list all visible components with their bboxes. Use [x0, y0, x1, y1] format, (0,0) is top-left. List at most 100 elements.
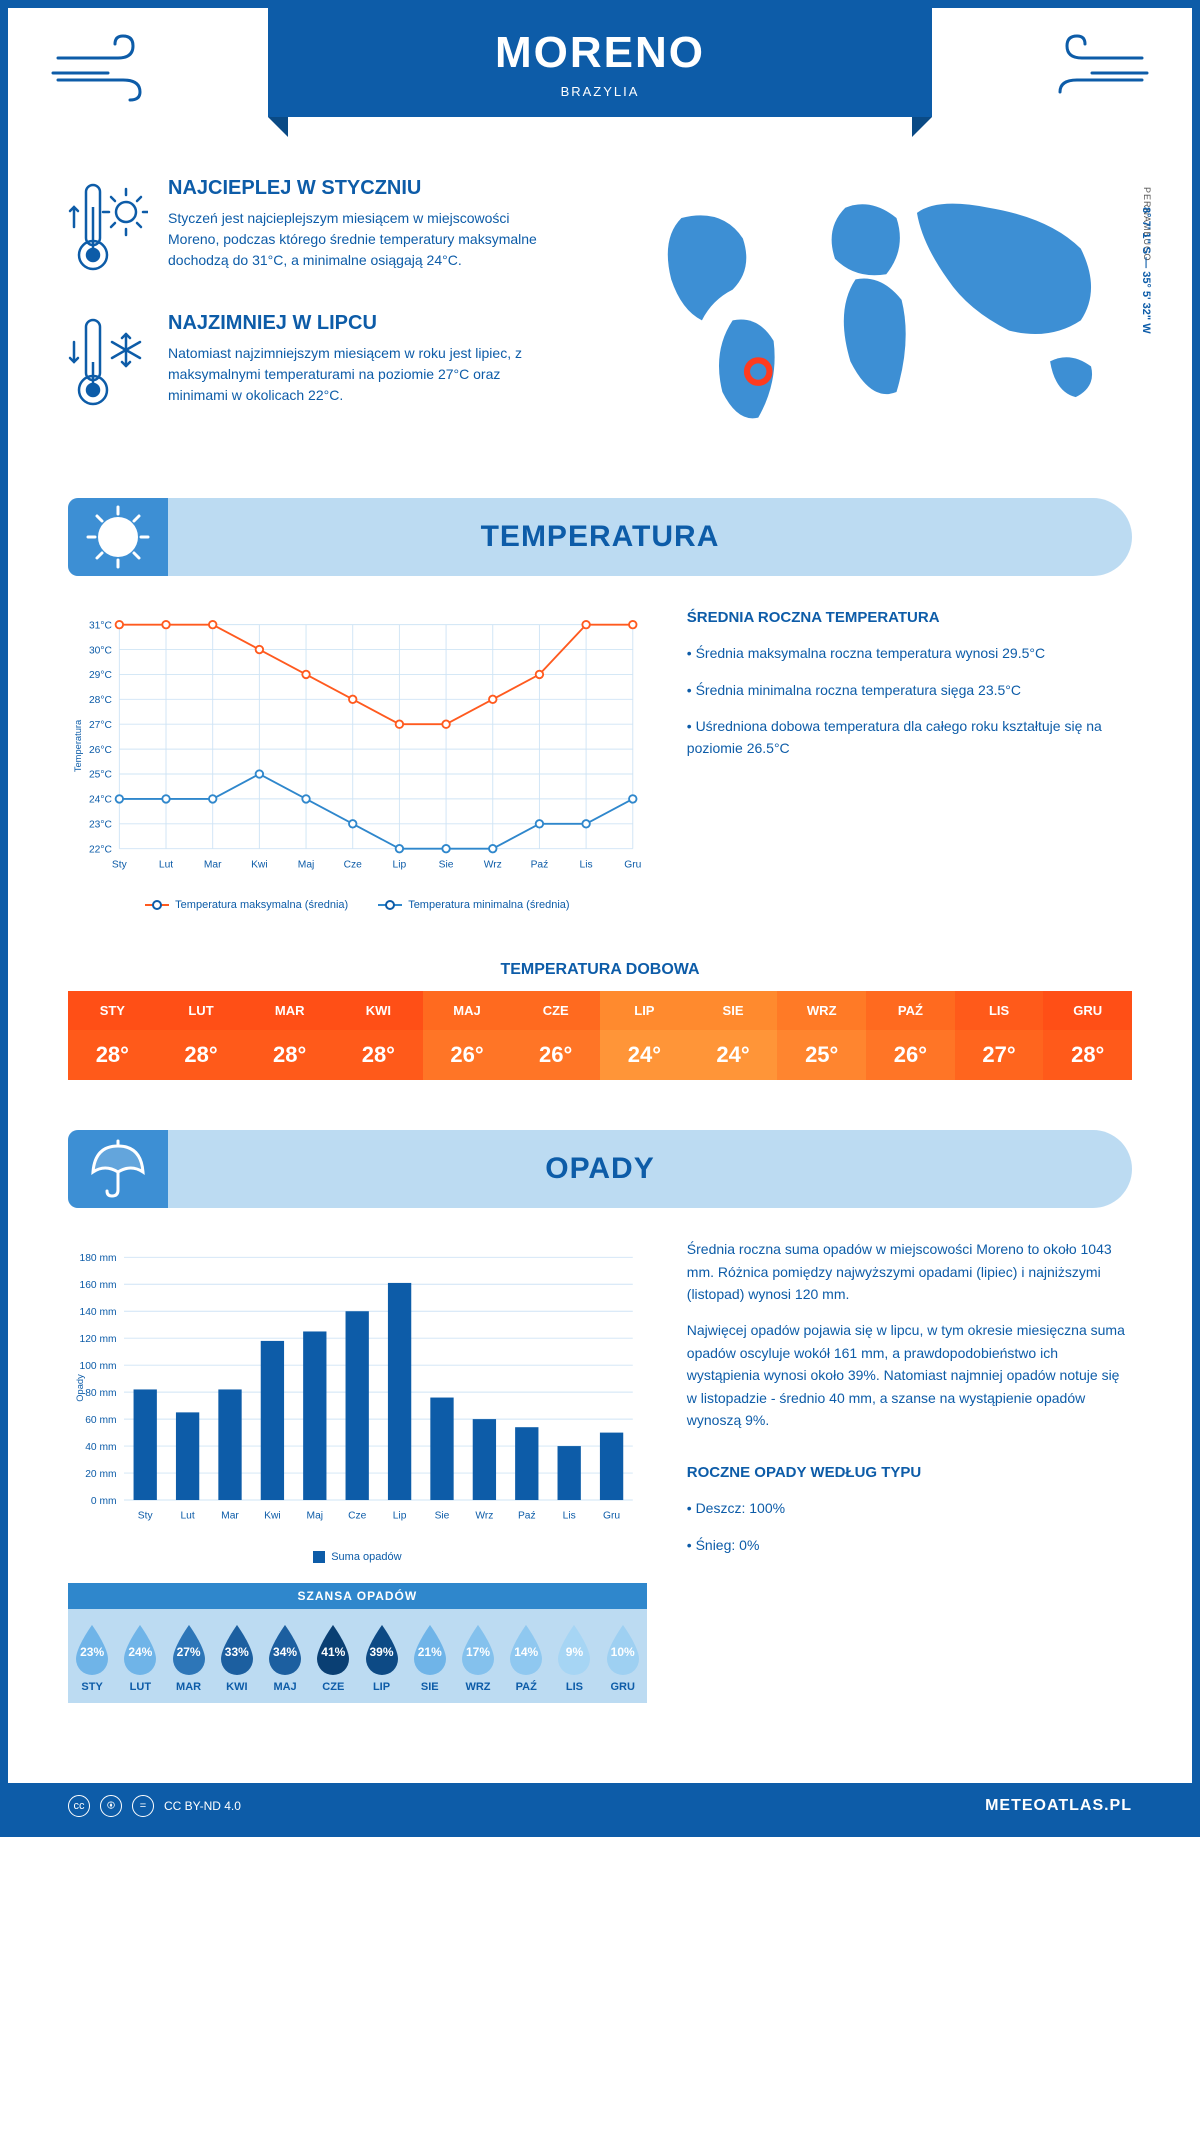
country-name: BRAZYLIA: [268, 84, 932, 99]
precipitation-chart: 0 mm20 mm40 mm60 mm80 mm100 mm120 mm140 …: [68, 1238, 647, 1723]
daily-month: GRU: [1043, 991, 1132, 1030]
precipitation-legend: Suma opadów: [68, 1551, 647, 1563]
rain-chance-cell: 33% KWI: [213, 1623, 261, 1693]
precip-legend: Suma opadów: [331, 1551, 401, 1563]
daily-month: LUT: [157, 991, 246, 1030]
daily-value: 26°: [866, 1030, 955, 1080]
svg-text:25°C: 25°C: [89, 770, 113, 781]
svg-text:Lut: Lut: [180, 1511, 194, 1522]
svg-text:Maj: Maj: [307, 1511, 324, 1522]
daily-month: CZE: [511, 991, 600, 1030]
stat-1: • Średnia minimalna roczna temperatura s…: [687, 679, 1132, 701]
wind-icon-right: [1032, 28, 1152, 113]
daily-value: 25°: [777, 1030, 866, 1080]
svg-text:28°C: 28°C: [89, 695, 113, 706]
nd-icon: =: [132, 1795, 154, 1817]
rain-chance-cell: 27% MAR: [164, 1623, 212, 1693]
daily-value: 24°: [689, 1030, 778, 1080]
svg-text:Mar: Mar: [204, 860, 222, 871]
rain-chance-cell: 14% PAŹ: [502, 1623, 550, 1693]
precip-type-0: • Deszcz: 100%: [687, 1497, 1132, 1519]
daily-month: PAŹ: [866, 991, 955, 1030]
umbrella-icon: [68, 1130, 168, 1208]
svg-text:180 mm: 180 mm: [80, 1253, 117, 1264]
svg-text:Lis: Lis: [563, 1511, 576, 1522]
daily-month: MAR: [245, 991, 334, 1030]
daily-value: 26°: [423, 1030, 512, 1080]
svg-text:23°C: 23°C: [89, 820, 113, 831]
coldest-text: Natomiast najzimniejszym miesiącem w rok…: [168, 343, 548, 406]
precipitation-stats: Średnia roczna suma opadów w miejscowośc…: [687, 1238, 1132, 1723]
svg-text:Wrz: Wrz: [475, 1511, 493, 1522]
svg-text:60 mm: 60 mm: [85, 1415, 116, 1426]
stat-0: • Średnia maksymalna roczna temperatura …: [687, 642, 1132, 664]
temperature-chart-row: 22°C 23°C 24°C 25°C 26°C 27°C 28°C 29°C 30°C 31°C…: [8, 576, 1192, 941]
daily-value: 28°: [334, 1030, 423, 1080]
svg-text:40 mm: 40 mm: [85, 1442, 116, 1453]
site-name: METEOATLAS.PL: [985, 1797, 1132, 1815]
svg-text:160 mm: 160 mm: [80, 1280, 117, 1291]
rain-chance-cell: 23% STY: [68, 1623, 116, 1693]
svg-text:Paź: Paź: [518, 1511, 536, 1522]
daily-value: 27°: [955, 1030, 1044, 1080]
stat-2: • Uśredniona dobowa temperatura dla całe…: [687, 715, 1132, 760]
license-text: CC BY-ND 4.0: [164, 1799, 241, 1813]
daily-month: MAJ: [423, 991, 512, 1030]
sun-icon: [68, 498, 168, 576]
temperature-title: TEMPERATURA: [68, 520, 1132, 554]
svg-text:Lis: Lis: [580, 860, 593, 871]
svg-text:120 mm: 120 mm: [80, 1334, 117, 1345]
daily-month: SIE: [689, 991, 778, 1030]
rain-chance-panel: SZANSA OPADÓW 23% STY 24% LUT 27% MAR 33…: [68, 1583, 647, 1703]
legend-min: Temperatura minimalna (średnia): [408, 899, 569, 911]
daily-month: LIS: [955, 991, 1044, 1030]
rain-chance-cell: 39% LIP: [357, 1623, 405, 1693]
svg-text:80 mm: 80 mm: [85, 1388, 116, 1399]
svg-text:Lip: Lip: [393, 860, 407, 871]
svg-text:24°C: 24°C: [89, 795, 113, 806]
svg-text:Sie: Sie: [435, 1511, 450, 1522]
precipitation-chart-row: 0 mm20 mm40 mm60 mm80 mm100 mm120 mm140 …: [8, 1208, 1192, 1753]
rain-chance-cell: 21% SIE: [406, 1623, 454, 1693]
coldest-block: NAJZIMNIEJ W LIPCU Natomiast najzimniejs…: [68, 312, 580, 417]
precip-text-2: Najwięcej opadów pojawia się w lipcu, w …: [687, 1319, 1132, 1431]
svg-text:Lip: Lip: [393, 1511, 407, 1522]
rain-chance-cell: 10% GRU: [599, 1623, 647, 1693]
svg-text:Lut: Lut: [159, 860, 173, 871]
intro-section: NAJCIEPLEJ W STYCZNIU Styczeń jest najci…: [8, 117, 1192, 478]
svg-text:26°C: 26°C: [89, 745, 113, 756]
svg-text:27°C: 27°C: [89, 720, 113, 731]
infographic-page: MORENO BRAZYLIA NAJCIEPLEJ W STYCZNIU St…: [0, 0, 1200, 1837]
daily-temp-title: TEMPERATURA DOBOWA: [8, 961, 1192, 979]
svg-text:31°C: 31°C: [89, 621, 113, 632]
svg-text:20 mm: 20 mm: [85, 1469, 116, 1480]
svg-text:Sty: Sty: [112, 860, 128, 871]
by-icon: 🅯: [100, 1795, 122, 1817]
svg-text:Kwi: Kwi: [251, 860, 268, 871]
world-map-icon: [620, 177, 1132, 443]
warmest-text: Styczeń jest najcieplejszym miesiącem w …: [168, 208, 548, 271]
svg-text:Sty: Sty: [138, 1511, 154, 1522]
daily-value: 28°: [68, 1030, 157, 1080]
svg-text:Sie: Sie: [439, 860, 454, 871]
svg-text:30°C: 30°C: [89, 646, 113, 657]
daily-value: 26°: [511, 1030, 600, 1080]
stats-title: ŚREDNIA ROCZNA TEMPERATURA: [687, 606, 1132, 630]
svg-text:22°C: 22°C: [89, 845, 113, 856]
header: MORENO BRAZYLIA: [8, 8, 1192, 117]
svg-text:Temperatura: Temperatura: [73, 719, 83, 772]
svg-text:Mar: Mar: [221, 1511, 239, 1522]
warmest-title: NAJCIEPLEJ W STYCZNIU: [168, 177, 548, 200]
svg-text:Opady: Opady: [75, 1374, 85, 1402]
svg-text:Gru: Gru: [603, 1511, 620, 1522]
footer: cc 🅯 = CC BY-ND 4.0 METEOATLAS.PL: [8, 1783, 1192, 1829]
svg-text:29°C: 29°C: [89, 670, 113, 681]
precip-text-1: Średnia roczna suma opadów w miejscowośc…: [687, 1238, 1132, 1305]
svg-text:Cze: Cze: [344, 860, 363, 871]
temperature-legend: Temperatura maksymalna (średnia) Tempera…: [68, 899, 647, 911]
svg-text:Maj: Maj: [298, 860, 315, 871]
svg-text:140 mm: 140 mm: [80, 1307, 117, 1318]
svg-text:Wrz: Wrz: [484, 860, 502, 871]
title-band: MORENO BRAZYLIA: [268, 8, 932, 117]
world-map-panel: PERNAMBUCO 8° 7' 1" S — 35° 5' 32" W: [620, 177, 1132, 448]
